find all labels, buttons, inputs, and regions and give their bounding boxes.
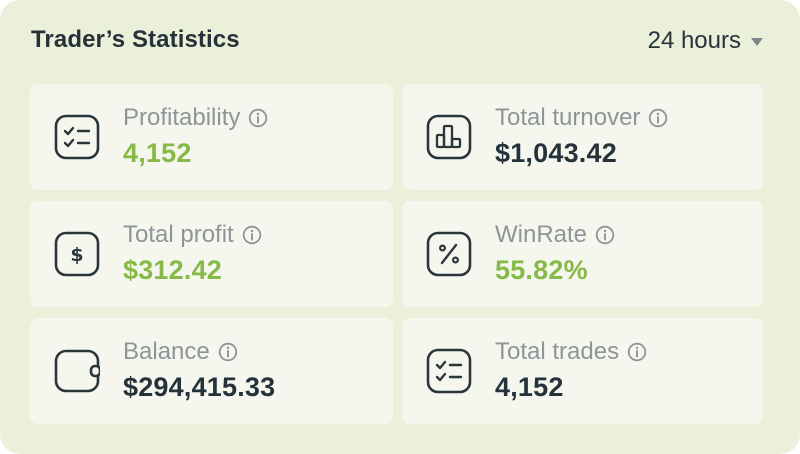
stat-label: Total turnover [495,104,668,132]
period-dropdown[interactable]: 24 hours [648,27,763,55]
svg-text:$: $ [70,244,83,266]
period-dropdown-value: 24 hours [647,27,741,54]
stat-label-text: Profitability [123,104,241,131]
stat-value: 55.82% [495,255,588,285]
stat-card-total-trades: Total trades 4,152 [402,318,763,424]
dollar-icon: $ [54,231,100,277]
stat-label-text: Balance [123,338,210,365]
stat-label: WinRate [495,221,615,249]
stat-label: Total profit [123,221,262,249]
info-icon[interactable] [242,225,262,245]
stat-label-text: Total trades [495,338,620,365]
percent-icon [426,231,472,277]
stat-value: $312.42 [123,255,222,285]
stat-value: $1,043.42 [495,138,617,168]
stat-card-winrate: WinRate 55.82% [402,201,763,307]
wallet-icon [54,349,100,393]
chevron-down-icon [751,38,763,46]
info-icon[interactable] [248,108,268,128]
stat-label-text: Total profit [123,221,234,248]
info-icon[interactable] [218,342,238,362]
info-icon[interactable] [595,225,615,245]
checklist-icon [426,348,472,394]
stat-value: $294,415.33 [123,372,276,402]
stat-card-total-profit: $ Total profit $312.42 [30,201,393,307]
stat-card-balance: Balance $294,415.33 [30,318,393,424]
info-icon[interactable] [627,342,647,362]
stat-card-profitability: Profitability 4,152 [30,84,393,190]
stat-label: Balance [123,338,238,366]
stat-value: 4,152 [123,138,192,168]
bar-chart-icon [426,114,472,160]
stat-label: Profitability [123,104,268,132]
stat-label-text: WinRate [495,221,588,248]
stat-card-total-turnover: Total turnover $1,043.42 [402,84,763,190]
stats-grid: Profitability 4,152 Total turnover [30,84,763,424]
info-icon[interactable] [648,108,668,128]
stat-label-text: Total turnover [495,104,641,131]
panel-title: Trader’s Statistics [31,26,240,53]
stat-label: Total trades [495,338,647,366]
stat-value: 4,152 [495,372,564,402]
checklist-icon [54,114,100,160]
